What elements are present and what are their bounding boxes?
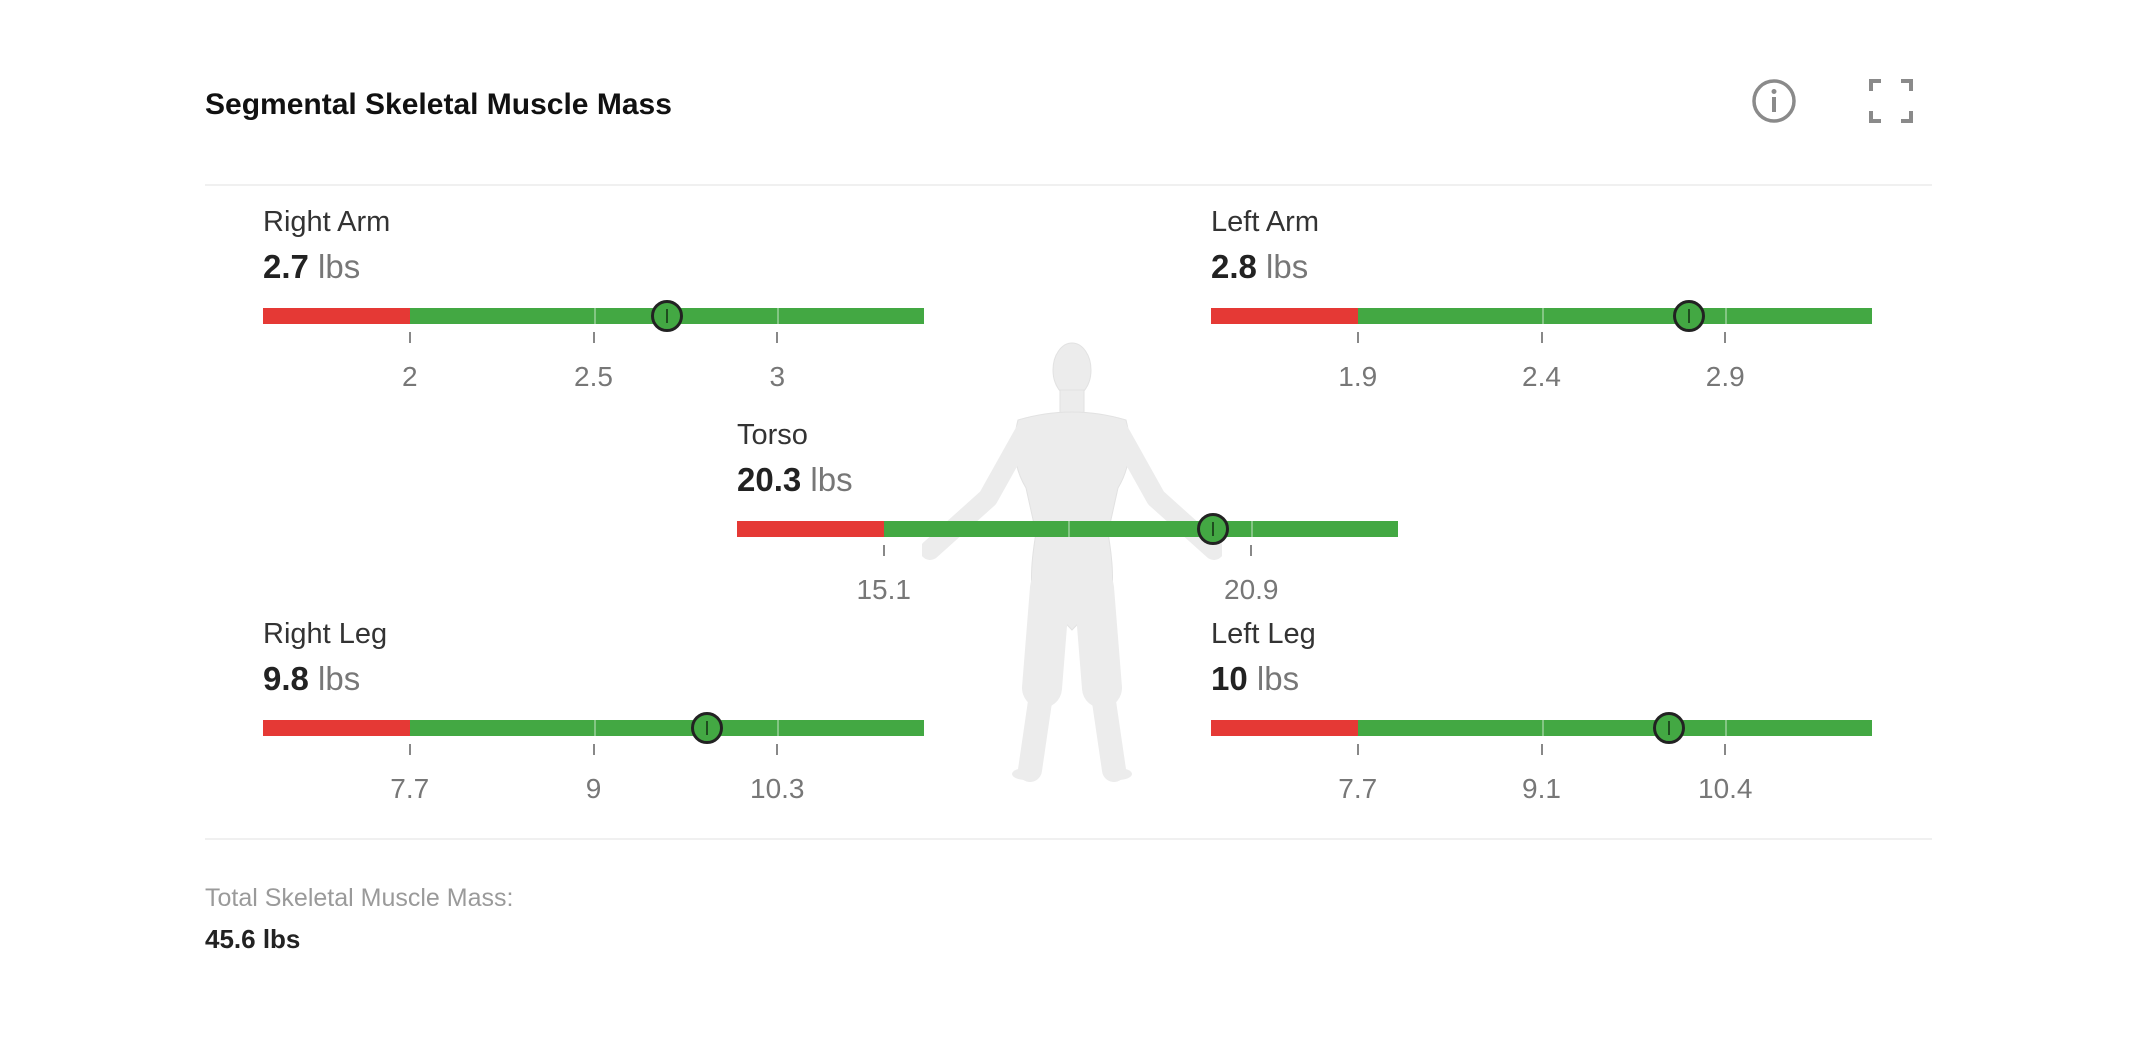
below-range-segment — [737, 521, 884, 537]
segment-value: 20.3 lbs — [737, 461, 853, 499]
segment-label: Right Arm — [263, 206, 391, 238]
value-unit: lbs — [1256, 660, 1300, 697]
tick-label: 2 — [401, 361, 418, 392]
total-value: 45.6 lbs — [205, 924, 301, 954]
tick-label: 10.4 — [1698, 773, 1753, 804]
axis-tick — [882, 545, 885, 556]
footer-divider — [205, 838, 1932, 840]
value-number: 2.8 — [1211, 248, 1257, 285]
total-label: Total Skeletal Muscle Mass: — [205, 884, 514, 912]
below-range-segment — [263, 308, 410, 324]
range-bar — [737, 513, 1398, 545]
bar-separator — [593, 308, 596, 324]
bar-separator — [1725, 720, 1728, 736]
axis-tick — [592, 332, 595, 343]
card-title: Segmental Skeletal Muscle Mass — [205, 88, 672, 121]
tick-label: 20.9 — [1224, 574, 1279, 605]
axis-tick — [1724, 744, 1727, 755]
axis-tick — [1724, 332, 1727, 343]
segment-label: Right Leg — [263, 618, 388, 650]
bar-separator — [777, 308, 780, 324]
below-range-segment — [1211, 308, 1358, 324]
segment-label: Left Arm — [1211, 206, 1319, 238]
below-range-segment — [1211, 720, 1358, 736]
segment-right-leg: Right Leg 9.8 lbs 7.7 9 10.3 — [263, 618, 924, 818]
bar-separator — [1067, 521, 1070, 537]
axis-tick — [1250, 545, 1253, 556]
segment-value: 9.8 lbs — [263, 660, 360, 698]
range-bar — [263, 300, 924, 332]
axis-tick — [776, 744, 779, 755]
bar-separator — [1541, 720, 1544, 736]
segment-left-arm: Left Arm 2.8 lbs 1.9 2.4 2.9 — [1211, 206, 1872, 406]
fullscreen-button[interactable] — [1869, 79, 1913, 123]
tick-label: 10.3 — [750, 773, 805, 804]
value-number: 20.3 — [737, 461, 802, 498]
range-bar — [1211, 300, 1872, 332]
header-divider — [205, 184, 1932, 186]
info-icon — [1752, 79, 1796, 123]
value-unit: lbs — [1266, 248, 1309, 285]
body-figure-image — [922, 342, 1222, 782]
bar-separator — [777, 720, 780, 736]
value-marker — [1652, 712, 1685, 744]
bar-separator — [1541, 308, 1544, 324]
axis-tick — [1540, 744, 1543, 755]
below-range-segment — [263, 720, 410, 736]
value-number: 2.7 — [263, 248, 309, 285]
tick-label: 9 — [585, 773, 602, 804]
tick-label: 2.5 — [574, 361, 613, 392]
value-unit: lbs — [318, 660, 361, 697]
segment-value: 10 lbs — [1211, 660, 1299, 698]
segment-torso: Torso 20.3 lbs 15.11820.9 — [737, 419, 1398, 619]
axis-tick — [1356, 332, 1359, 343]
info-button[interactable] — [1751, 78, 1797, 124]
axis-tick — [1540, 332, 1543, 343]
value-number: 9.8 — [263, 660, 309, 697]
value-marker — [690, 712, 723, 744]
bar-separator — [1725, 308, 1728, 324]
segment-label: Torso — [737, 419, 808, 451]
axis-tick — [408, 744, 411, 755]
value-marker — [651, 300, 683, 332]
tick-label: 15.1 — [856, 574, 911, 605]
bar-separator — [1251, 521, 1254, 537]
value-unit: lbs — [318, 248, 361, 285]
value-marker — [1672, 300, 1705, 332]
range-bar — [1211, 712, 1872, 744]
bar-separator — [593, 720, 596, 736]
tick-label: 2.9 — [1705, 361, 1745, 392]
tick-label: 3 — [769, 361, 786, 392]
segment-value: 2.8 lbs — [1211, 248, 1308, 286]
tick-label: 9.1 — [1522, 773, 1561, 804]
tick-label: 1.9 — [1338, 361, 1378, 392]
tick-label: 2.4 — [1522, 361, 1561, 392]
value-unit: lbs — [810, 461, 853, 498]
segment-label: Left Leg — [1211, 618, 1316, 650]
axis-tick — [408, 332, 411, 343]
segment-right-arm: Right Arm 2.7 lbs 2 2.5 3 — [263, 206, 924, 406]
value-marker — [1197, 513, 1230, 545]
tick-label: 7.7 — [390, 773, 430, 804]
fullscreen-icon — [1869, 79, 1913, 123]
axis-tick — [1356, 744, 1359, 755]
range-bar — [263, 712, 924, 744]
tick-label: 7.7 — [1338, 773, 1378, 804]
axis-tick — [776, 332, 779, 343]
segment-value: 2.7 lbs — [263, 248, 360, 286]
axis-tick — [592, 744, 595, 755]
segment-left-leg: Left Leg 10 lbs 7.7 9.1 10.4 — [1211, 618, 1872, 818]
value-number: 10 — [1211, 660, 1248, 697]
